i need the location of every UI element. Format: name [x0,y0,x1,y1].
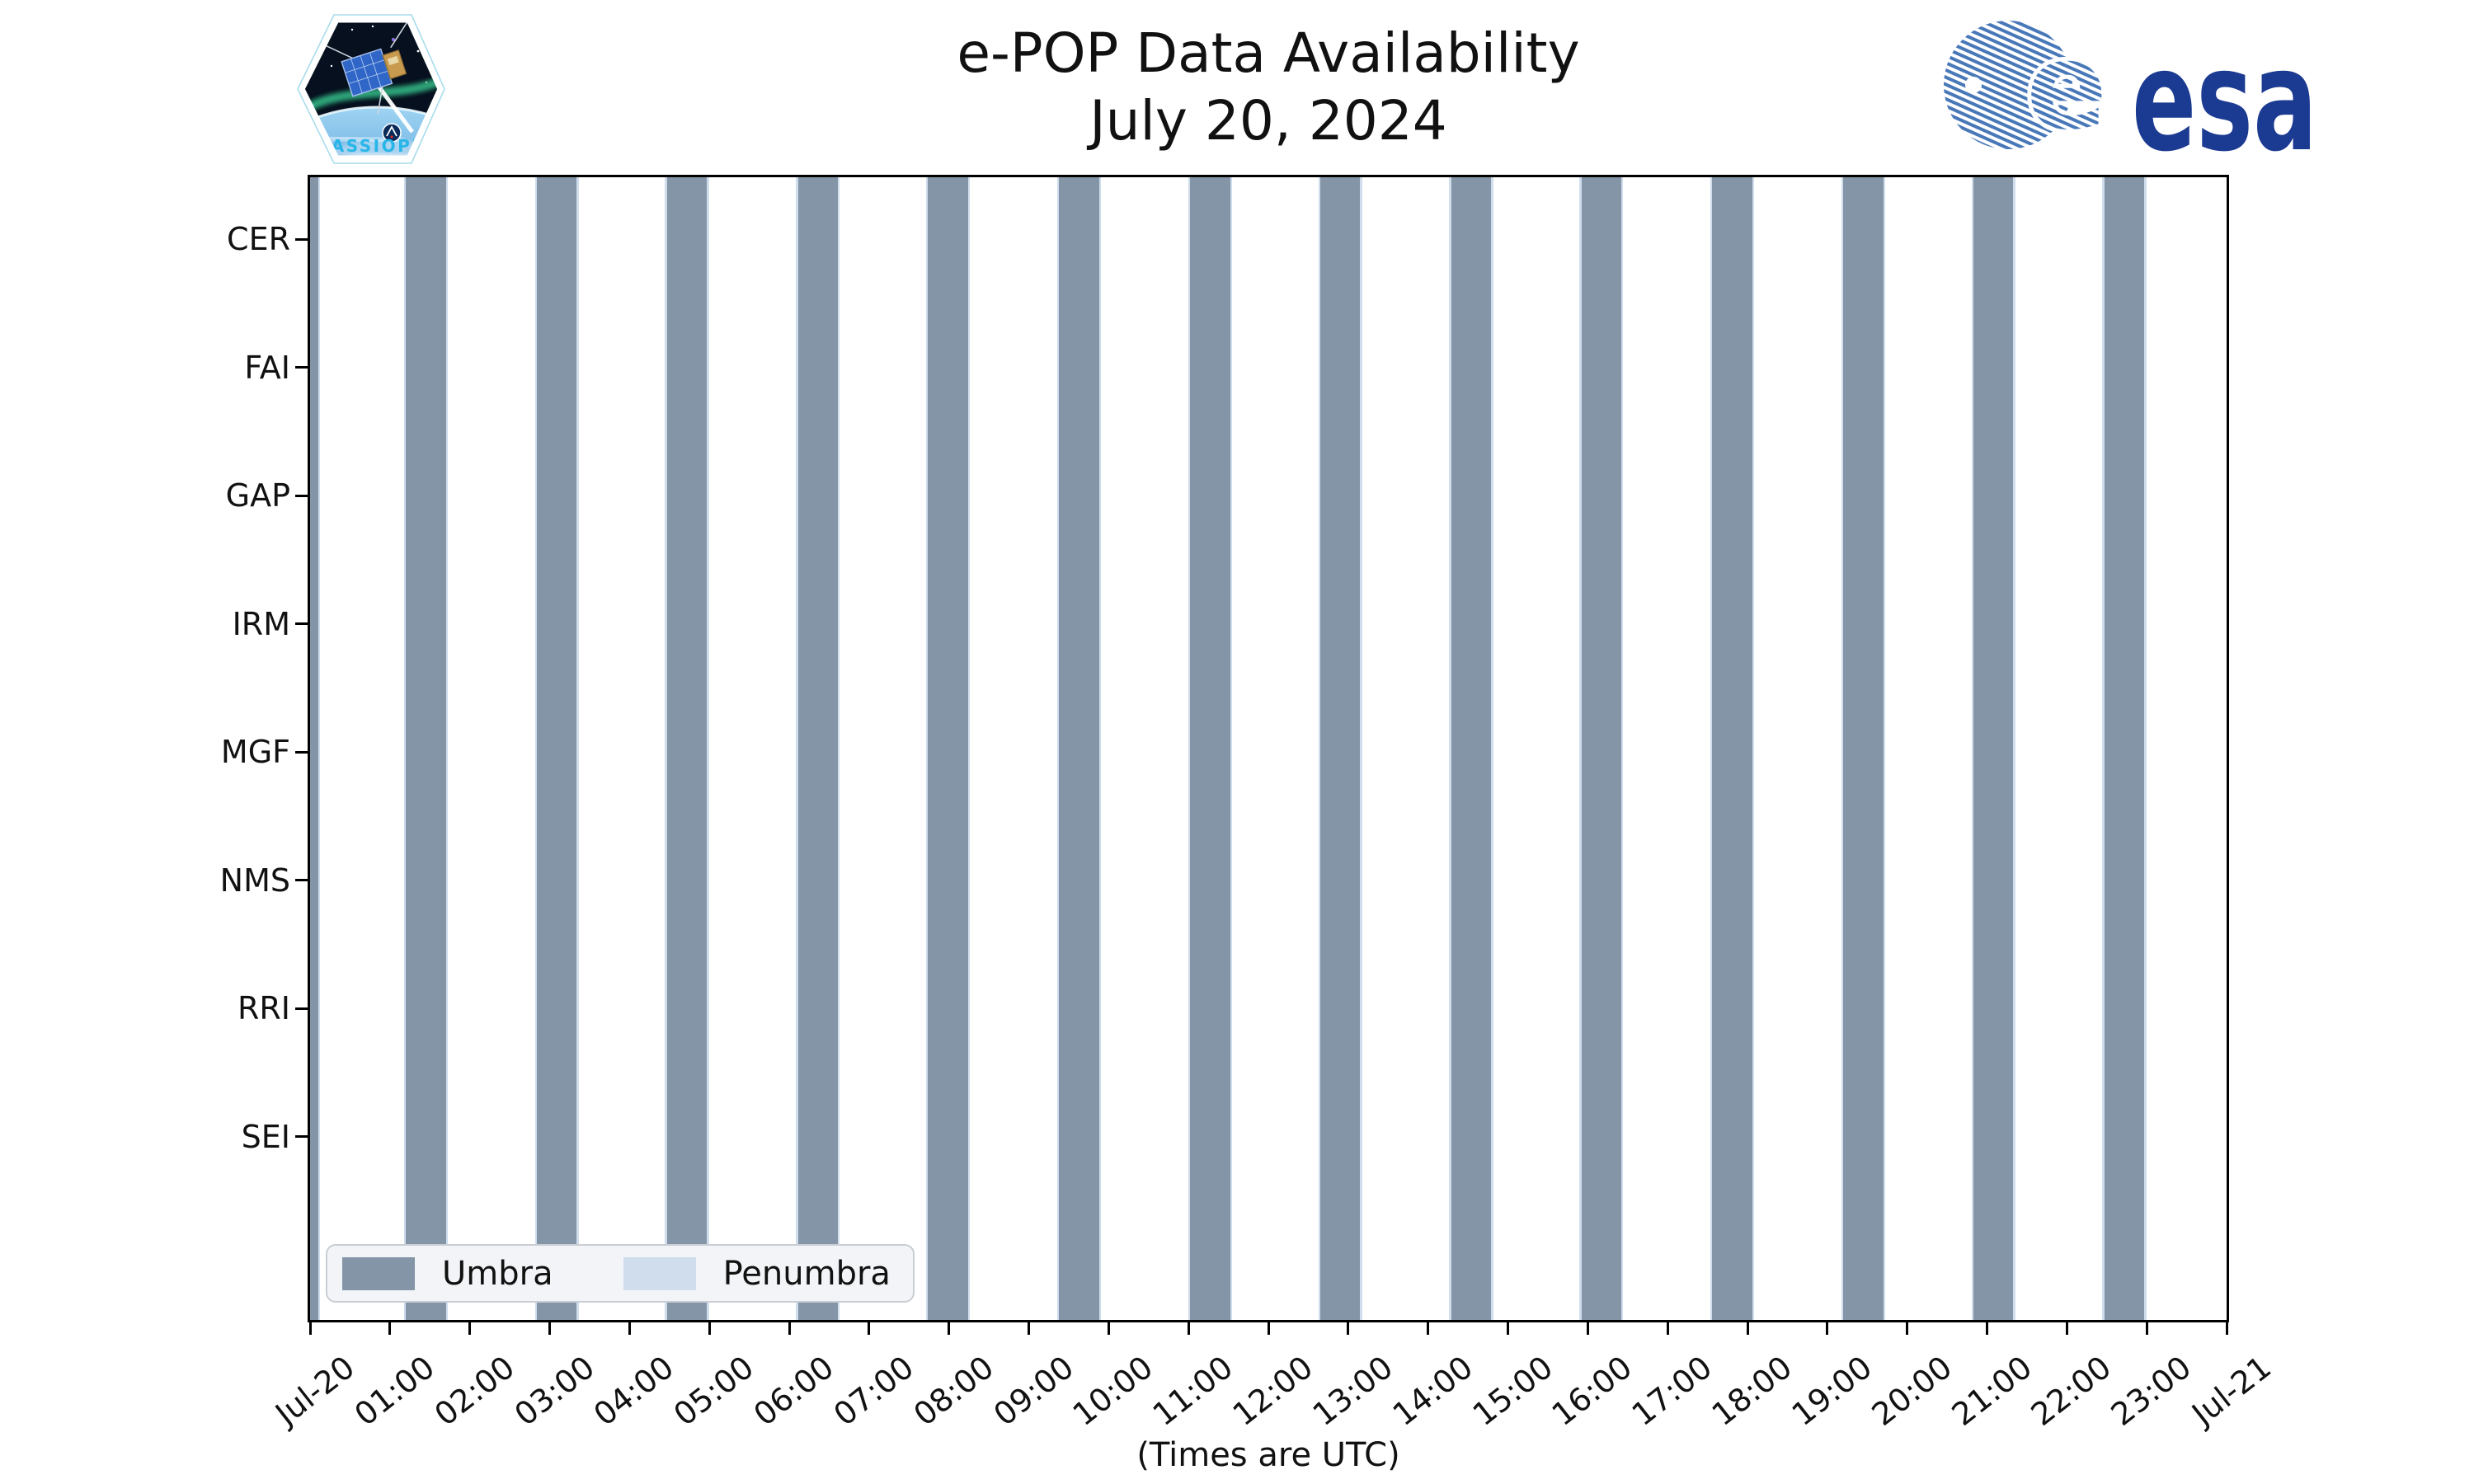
y-tick-label-cer: CER [227,221,290,257]
x-tick [468,1320,472,1335]
y-tick [295,1135,310,1138]
umbra-bar [797,177,839,1320]
x-tick [628,1320,631,1335]
legend-swatch-penumbra [623,1256,696,1290]
x-tick [2225,1320,2228,1335]
umbra-bar [1190,177,1230,1320]
cassiope-mission-patch: CASSIOPE [297,14,445,164]
x-tick [1986,1320,1988,1335]
plot-border: Umbra Penumbra [308,175,2229,1322]
x-tick [708,1320,711,1335]
x-tick [1107,1320,1110,1335]
x-tick [1666,1320,1669,1335]
chart-title-block: e-POP Data Availability July 20, 2024 [308,20,2229,155]
legend-label-umbra: Umbra [442,1254,553,1293]
y-tick-label-mgf: MGF [220,734,290,770]
esa-globe-dot [1965,77,1982,93]
legend-swatch-umbra [342,1256,415,1290]
legend-label-penumbra: Penumbra [722,1254,891,1293]
esa-globe-icon: e [1944,13,2111,161]
y-tick [295,366,310,369]
umbra-bar [537,177,577,1320]
aurora-icon [302,76,440,116]
x-tick [1427,1320,1430,1335]
umbra-bar [1581,177,1621,1320]
csa-badge-icon [382,123,402,143]
patch-white-rim [299,16,444,162]
umbra-bar [406,177,446,1320]
umbra-bar [1319,177,1361,1320]
x-tick [1507,1320,1509,1335]
umbra-bar [1973,177,2014,1320]
patch-outline [297,14,445,164]
x-tick [1347,1320,1350,1335]
y-tick-label-irm: IRM [232,605,290,642]
x-tick [308,1320,312,1335]
x-tick [1028,1320,1030,1335]
x-tick [1267,1320,1270,1335]
y-tick [295,750,310,754]
satellite-icon [319,20,410,115]
x-axis-label: (Times are UTC) [1136,1436,1400,1474]
esa-wordmark: esa [2132,20,2317,165]
esa-logo: e esa [1944,13,2317,165]
x-tick [948,1320,951,1335]
umbra-bar [1843,177,1884,1320]
plot-area: Umbra Penumbra [310,177,2227,1320]
page-title: e-POP Data Availability [957,21,1580,85]
y-tick [295,1007,310,1010]
y-tick [295,237,310,241]
umbra-bar [310,177,318,1320]
x-tick [548,1320,551,1335]
umbra-bar [2104,177,2145,1320]
umbra-bar [1712,177,1752,1320]
y-tick-label-gap: GAP [225,477,290,514]
beam-icon [374,82,415,134]
y-tick-label-fai: FAI [244,349,290,386]
x-tick [1586,1320,1589,1335]
x-tick [1826,1320,1829,1335]
x-tick [1906,1320,1909,1335]
y-tick [295,622,310,625]
umbra-bar [928,177,968,1320]
y-tick [295,494,310,497]
x-tick [388,1320,392,1335]
y-tick-label-rri: RRI [237,990,290,1026]
x-tick [1187,1320,1190,1335]
y-tick [295,879,310,881]
x-tick [2145,1320,2148,1335]
x-tick [1746,1320,1749,1335]
x-tick [868,1320,871,1335]
legend-box: Umbra Penumbra [326,1244,915,1303]
x-tick [788,1320,791,1335]
umbra-bar [666,177,708,1320]
esa-globe-letter: e [2026,17,2107,157]
umbra-bar [1059,177,1099,1320]
x-tick [2065,1320,2068,1335]
umbra-bar [1451,177,1492,1320]
y-tick-label-nms: NMS [219,862,290,899]
page-subtitle: July 20, 2024 [1089,89,1447,153]
y-tick-label-sei: SEI [241,1118,290,1155]
